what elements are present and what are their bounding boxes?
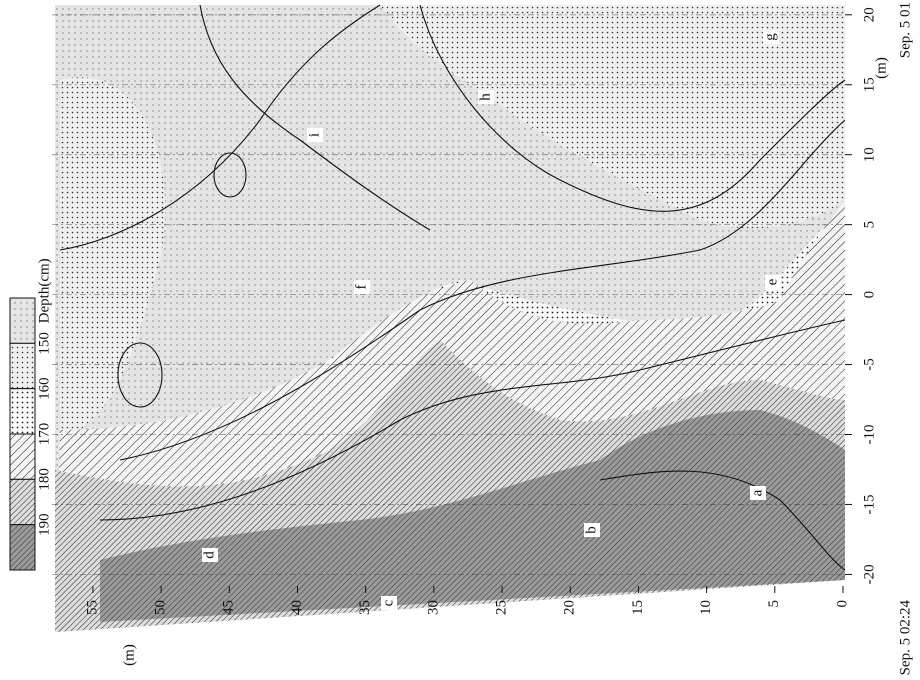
y-tick-label: -15 <box>861 494 877 514</box>
legend-unit: Depth(cm) <box>36 258 52 323</box>
y-tick-label: -20 <box>861 564 877 584</box>
x-tick-label: 30 <box>425 600 441 615</box>
annotation-bg <box>478 90 494 104</box>
annotation: i <box>306 133 322 137</box>
annotation-bg <box>354 280 370 294</box>
legend-label: 150 <box>36 332 52 355</box>
x-tick-label: 50 <box>153 600 169 615</box>
annotation-bg <box>765 275 781 289</box>
contour-line <box>199 4 431 231</box>
annotation-bg <box>307 128 323 142</box>
time-end: Sep. 5 02:24 <box>897 600 913 676</box>
x-tick-label: 40 <box>289 600 305 615</box>
annotation: h <box>477 93 493 101</box>
legend-swatch <box>9 297 36 344</box>
legend-swatch <box>9 524 36 571</box>
legend-swatch <box>9 433 36 480</box>
legend-swatch <box>9 478 36 526</box>
x-tick-label: 10 <box>698 600 714 615</box>
contour-line <box>213 152 247 198</box>
contour-line <box>99 319 846 521</box>
contour-line <box>599 470 846 571</box>
depth-region <box>220 5 845 229</box>
x-tick-label: 35 <box>357 600 373 615</box>
x-tick-label: 45 <box>221 600 237 615</box>
x-tick-label: 20 <box>562 600 578 615</box>
annotation-bg <box>763 30 779 44</box>
time-start: Sep. 5 01 <box>897 2 913 58</box>
legend-label: 170 <box>36 423 52 446</box>
y-tick-label: 0 <box>861 291 877 299</box>
contour-line <box>419 4 846 212</box>
depth-region <box>100 410 845 622</box>
depth-region <box>60 77 166 440</box>
annotation: g <box>762 33 778 41</box>
y-tick-label: 5 <box>861 221 877 229</box>
y-axis-label: (m) <box>873 57 889 79</box>
annotation: c <box>380 599 396 606</box>
x-tick-label: 5 <box>766 600 782 608</box>
y-tick-label: 15 <box>861 77 877 92</box>
annotation: e <box>764 278 780 285</box>
annotation: a <box>749 489 765 496</box>
x-tick-label: 25 <box>493 600 509 615</box>
x-tick-label: 0 <box>834 600 850 608</box>
contour-line <box>117 342 163 408</box>
legend-swatch <box>9 342 36 390</box>
x-tick-label: 55 <box>84 600 100 615</box>
legend-label: 190 <box>36 513 52 536</box>
annotation-bg <box>750 486 766 500</box>
contour-line <box>119 119 846 461</box>
annotation: b <box>583 526 599 534</box>
x-tick-label: 15 <box>630 600 646 615</box>
y-tick-label: 10 <box>861 147 877 162</box>
x-axis-label: (m) <box>121 644 137 666</box>
annotation: f <box>353 285 369 290</box>
annotation-bg <box>381 596 397 610</box>
annotation: d <box>201 551 217 559</box>
legend: 150 160 170 180 190 Depth(cm) <box>9 258 52 571</box>
y-tick-label: 20 <box>861 7 877 22</box>
legend-label: 180 <box>36 468 52 491</box>
y-tick-label: -5 <box>861 358 877 371</box>
legend-label: 160 <box>36 377 52 400</box>
annotation-bg <box>202 548 218 562</box>
legend-swatch <box>9 388 36 435</box>
plot-area: a b c d e f g h i <box>52 4 846 632</box>
y-tick-label: -10 <box>861 425 877 445</box>
contour-line <box>59 4 381 251</box>
annotation-bg <box>584 523 600 537</box>
